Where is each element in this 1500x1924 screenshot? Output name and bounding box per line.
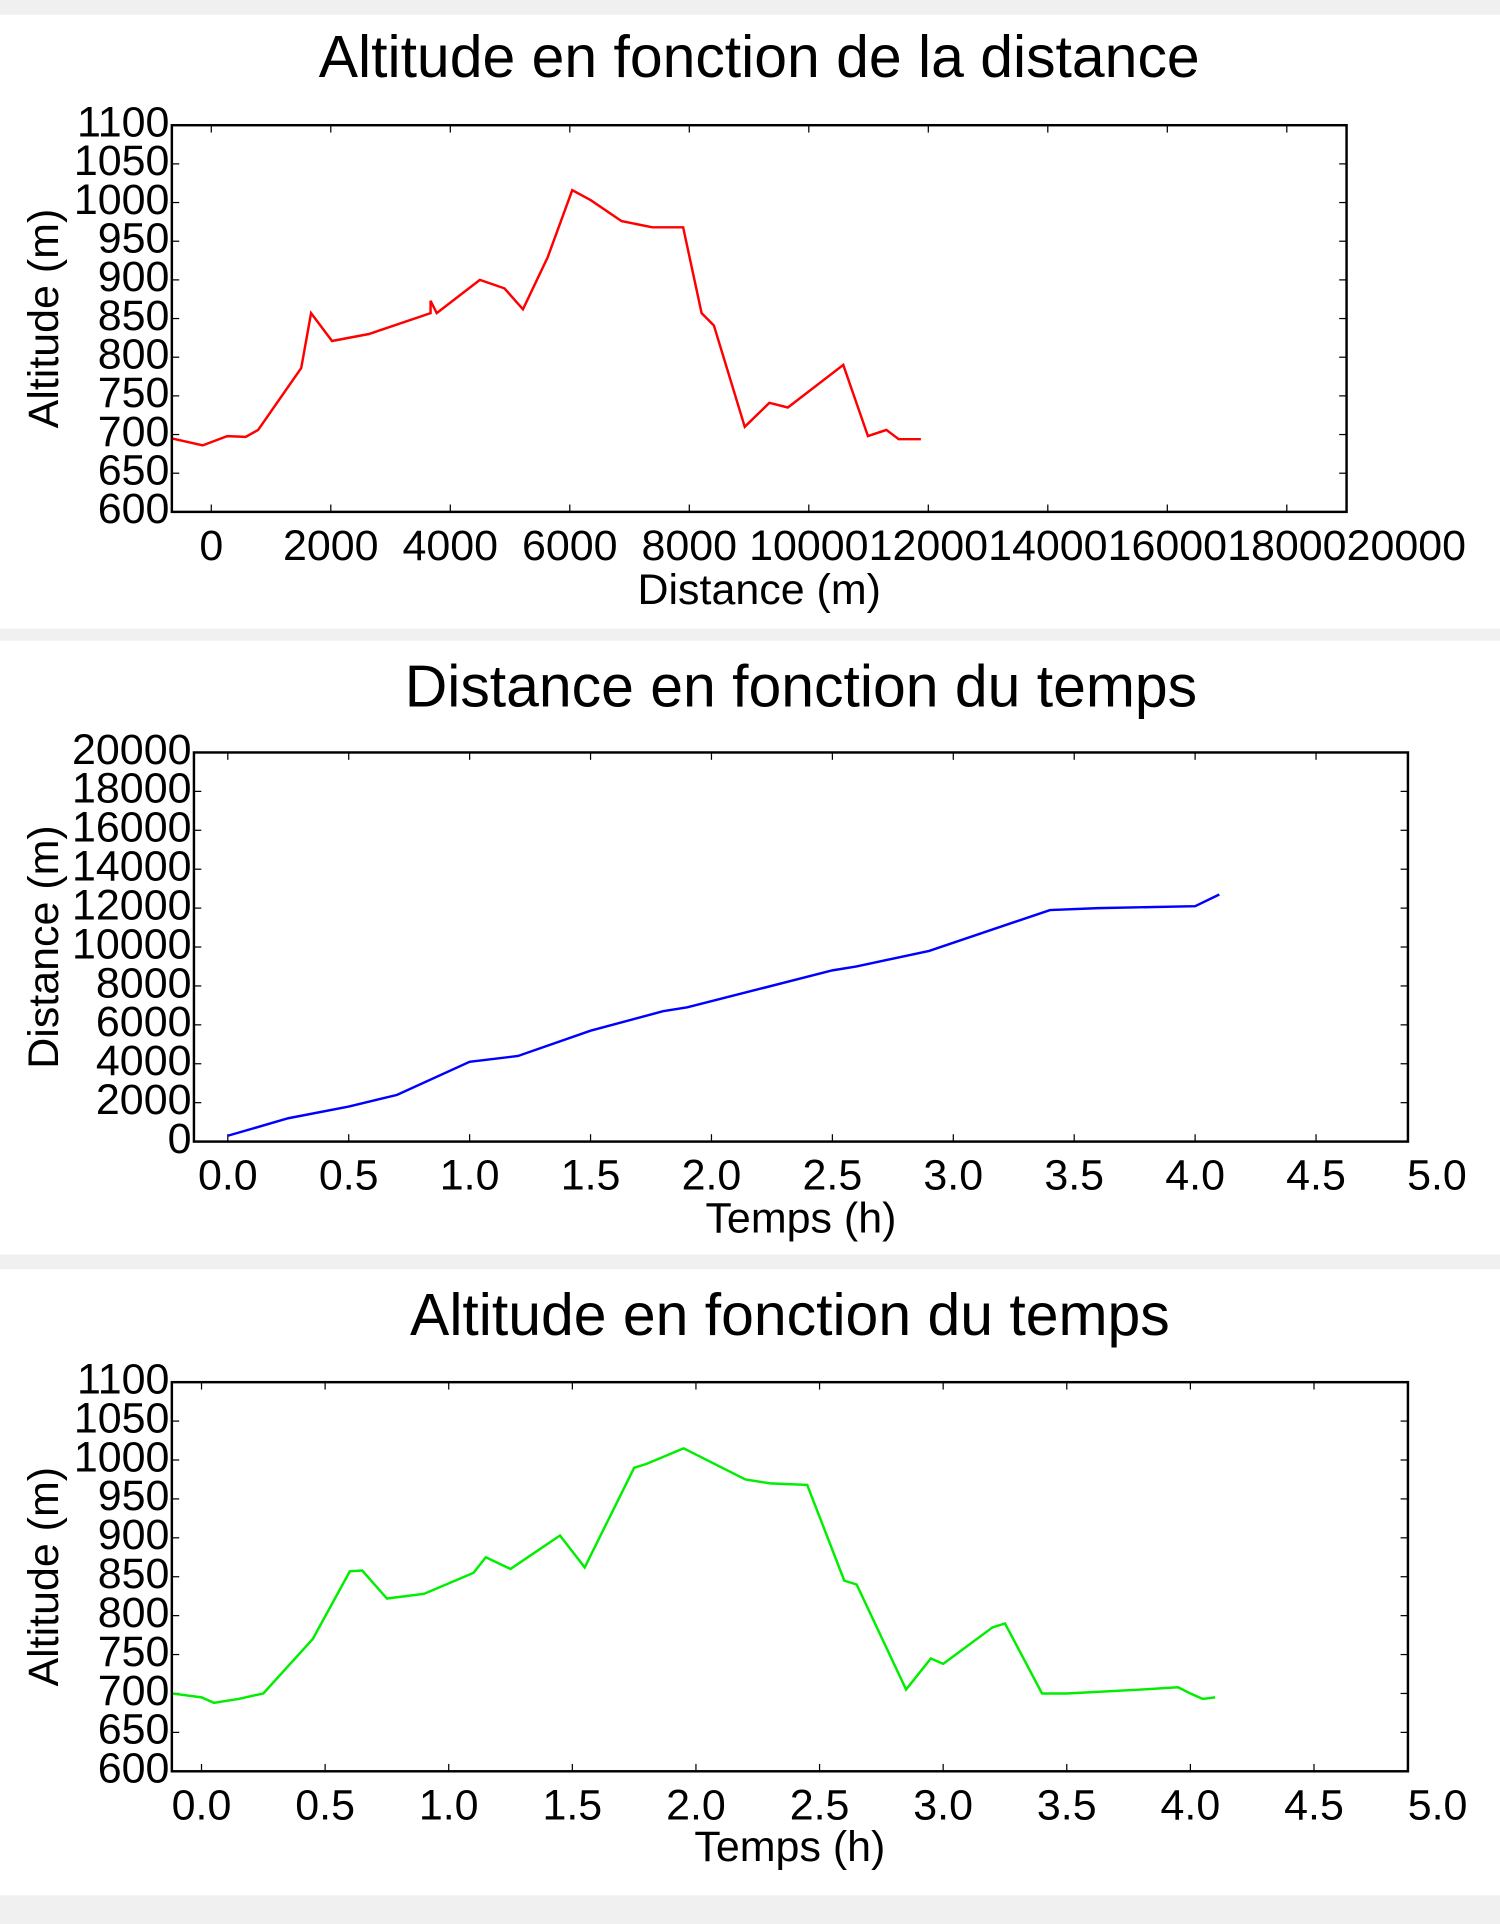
y-tick-label: 800 bbox=[98, 1589, 170, 1637]
y-tick-label: 800 bbox=[98, 331, 170, 379]
x-tick-label: 3.0 bbox=[923, 1152, 983, 1200]
y-tick-label: 1050 bbox=[74, 137, 170, 185]
x-axis-label: Distance (m) bbox=[637, 566, 880, 614]
x-tick-label: 6000 bbox=[522, 522, 618, 570]
y-tick-label: 850 bbox=[98, 1550, 170, 1598]
x-tick-label: 2.0 bbox=[666, 1781, 726, 1829]
x-tick-label: 3.0 bbox=[913, 1781, 973, 1829]
x-tick-label: 8000 bbox=[642, 522, 738, 570]
x-tick-label: 10000 bbox=[749, 522, 868, 570]
y-tick-label: 6000 bbox=[96, 998, 192, 1046]
y-tick-label: 8000 bbox=[96, 959, 192, 1007]
y-tick-label: 650 bbox=[98, 447, 170, 495]
x-tick-label: 0.0 bbox=[198, 1152, 258, 1200]
y-axis-label: Altitude (m) bbox=[20, 209, 68, 429]
plot-frame bbox=[170, 123, 1348, 514]
y-tick-label: 650 bbox=[98, 1706, 170, 1754]
x-tick-label: 4.0 bbox=[1165, 1152, 1225, 1200]
y-tick-label: 1100 bbox=[77, 99, 169, 147]
x-tick-label: 20000 bbox=[1347, 522, 1466, 570]
y-tick-label: 900 bbox=[98, 253, 170, 301]
y-tick-label: 700 bbox=[98, 408, 170, 456]
x-tick-label: 2.0 bbox=[682, 1152, 742, 1200]
x-tick-label: 1.5 bbox=[542, 1781, 602, 1829]
y-tick-label: 600 bbox=[98, 485, 170, 533]
x-tick-label: 14000 bbox=[988, 522, 1107, 570]
y-axis-label: Altitude (m) bbox=[20, 1467, 68, 1687]
y-tick-label: 700 bbox=[98, 1667, 170, 1715]
y-tick-label: 850 bbox=[98, 292, 170, 340]
y-axis-label: Distance (m) bbox=[20, 825, 68, 1068]
y-tick-label: 2000 bbox=[96, 1076, 192, 1124]
y-tick-label: 20000 bbox=[72, 726, 191, 774]
x-tick-label: 4.5 bbox=[1286, 1152, 1346, 1200]
panel bbox=[0, 14, 1500, 629]
y-tick-label: 18000 bbox=[72, 765, 191, 813]
y-tick-label: 4000 bbox=[96, 1037, 192, 1085]
x-tick-label: 0.0 bbox=[172, 1781, 232, 1829]
plot-frame bbox=[170, 1380, 1410, 1773]
y-tick-label: 600 bbox=[98, 1745, 170, 1793]
x-tick-label: 5.0 bbox=[1408, 1781, 1468, 1829]
chart-title: Distance en fonction du temps bbox=[405, 655, 1197, 720]
plot-frame bbox=[192, 751, 1410, 1143]
y-tick-label: 1000 bbox=[74, 176, 170, 224]
x-axis-label: Temps (h) bbox=[705, 1195, 896, 1243]
chart-title: Altitude en fonction de la distance bbox=[319, 25, 1200, 90]
x-tick-label: 2000 bbox=[283, 522, 379, 570]
y-tick-label: 14000 bbox=[72, 843, 191, 891]
x-axis-label: Temps (h) bbox=[694, 1823, 885, 1871]
x-tick-label: 3.5 bbox=[1044, 1152, 1104, 1200]
y-tick-label: 950 bbox=[98, 215, 170, 263]
x-tick-label: 18000 bbox=[1227, 522, 1346, 570]
x-tick-label: 2.5 bbox=[803, 1152, 863, 1200]
y-tick-label: 1100 bbox=[77, 1356, 169, 1404]
x-tick-label: 1.5 bbox=[561, 1152, 621, 1200]
x-tick-label: 4.0 bbox=[1161, 1781, 1221, 1829]
y-tick-label: 12000 bbox=[72, 881, 191, 929]
x-tick-label: 0.5 bbox=[319, 1152, 379, 1200]
y-tick-label: 900 bbox=[98, 1511, 170, 1559]
x-tick-label: 1.0 bbox=[440, 1152, 500, 1200]
y-tick-label: 950 bbox=[98, 1472, 170, 1520]
y-tick-label: 750 bbox=[98, 369, 170, 417]
x-tick-label: 5.0 bbox=[1407, 1152, 1467, 1200]
x-tick-label: 4000 bbox=[403, 522, 499, 570]
x-tick-label: 12000 bbox=[869, 522, 988, 570]
y-tick-label: 1050 bbox=[74, 1394, 170, 1442]
y-tick-label: 750 bbox=[98, 1628, 170, 1676]
panel bbox=[0, 1269, 1500, 1896]
x-tick-label: 16000 bbox=[1108, 522, 1227, 570]
chart-title: Altitude en fonction du temps bbox=[410, 1283, 1170, 1348]
data-line bbox=[171, 1446, 1216, 1705]
x-tick-label: 0.5 bbox=[295, 1781, 355, 1829]
x-tick-label: 3.5 bbox=[1037, 1781, 1097, 1829]
y-tick-label: 1000 bbox=[74, 1433, 170, 1481]
y-tick-label: 0 bbox=[168, 1115, 192, 1163]
x-tick-label: 4.5 bbox=[1284, 1781, 1344, 1829]
data-line bbox=[227, 893, 1220, 1137]
x-tick-label: 0 bbox=[199, 522, 223, 570]
y-tick-label: 16000 bbox=[72, 804, 191, 852]
data-line bbox=[171, 188, 921, 447]
x-tick-label: 2.5 bbox=[790, 1781, 850, 1829]
panel bbox=[0, 640, 1500, 1255]
x-tick-label: 1.0 bbox=[419, 1781, 479, 1829]
y-tick-label: 10000 bbox=[72, 920, 191, 968]
